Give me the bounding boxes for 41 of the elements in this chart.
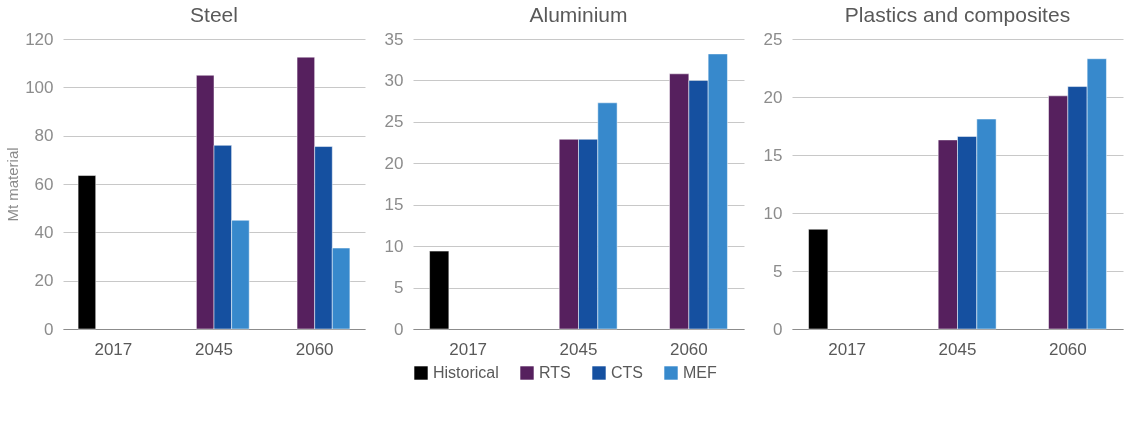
y-tick-label: 100 [25,77,54,97]
x-tick-label: 2017 [94,339,133,359]
bar [77,175,96,330]
y-tick-label: 30 [384,70,404,90]
y-tick-label: 15 [384,195,404,215]
x-tick-label: 2060 [295,339,334,359]
y-tick-label: 10 [384,236,404,256]
y-tick-label: 5 [773,261,783,281]
y-tick-label: 20 [763,87,783,107]
y-tick-label: 0 [773,319,783,339]
x-tick-label: 2017 [828,339,867,359]
y-tick-label: 10 [763,203,783,223]
y-tick-label: 15 [763,145,783,165]
x-tick-label: 2045 [195,339,233,359]
x-tick-label: 2060 [1048,339,1087,359]
y-axis-title: Mt material [4,147,22,222]
y-tick-label: 0 [394,319,404,339]
y-tick-label: 0 [44,319,54,339]
chart-title: Plastics and composites [844,3,1071,26]
y-tick-label: 25 [763,29,783,49]
bar [429,250,450,330]
legend-label: RTS [539,364,571,381]
x-tick-label: 2045 [938,339,977,359]
y-tick-label: 25 [384,112,404,132]
chart-title: Steel [190,3,238,26]
y-tick-label: 20 [34,271,54,291]
y-tick-label: 60 [34,174,54,194]
y-tick-label: 35 [384,29,404,49]
y-tick-label: 120 [25,29,54,49]
x-tick-label: 2060 [669,339,708,359]
y-tick-label: 5 [394,278,404,298]
x-tick-label: 2045 [559,339,598,359]
y-tick-label: 20 [384,153,404,173]
y-tick-label: 80 [34,126,54,146]
x-tick-label: 2017 [449,339,488,359]
legend-label: Historical [433,364,499,381]
y-tick-label: 40 [34,222,54,242]
legend-label: MEF [683,364,717,381]
bar [808,228,829,330]
chart-title: Aluminium [529,3,628,26]
legend-label: CTS [611,364,643,381]
